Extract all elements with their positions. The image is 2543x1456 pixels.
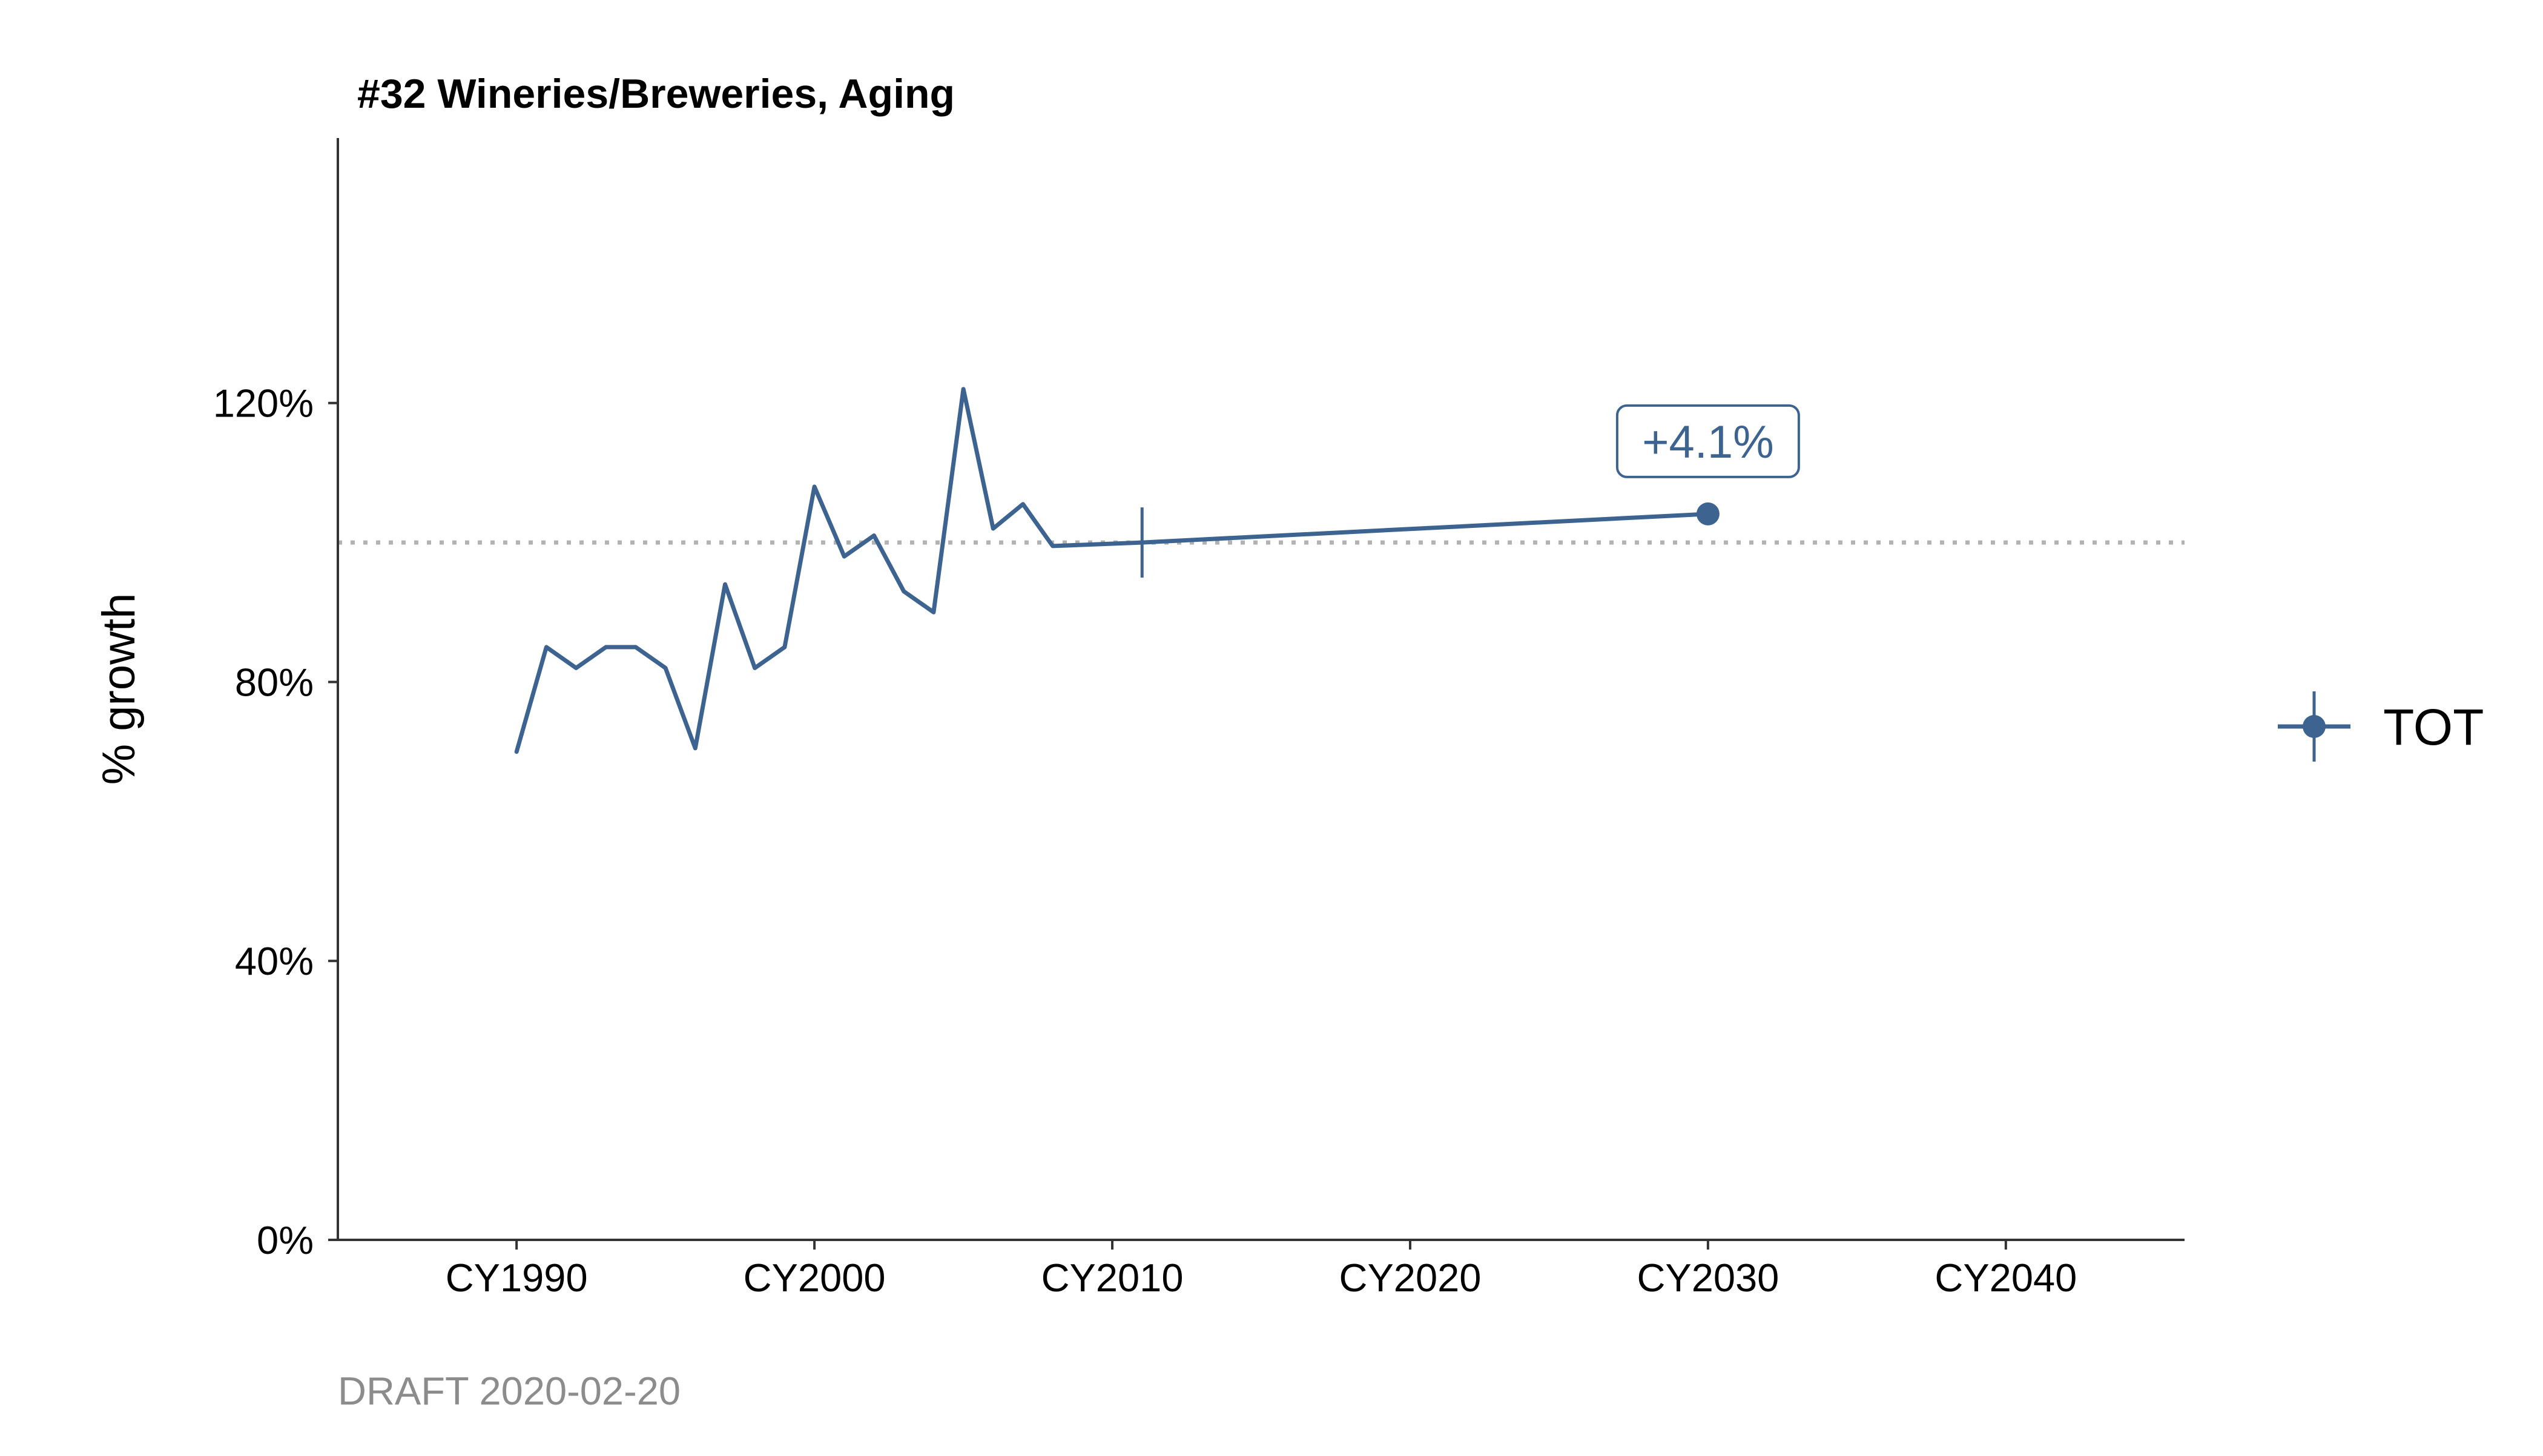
y-axis-ticks: 0% 40% 80% 120% [213,381,338,1262]
legend-marker [2303,715,2326,738]
plot-area: +4.1% [338,387,2185,754]
x-tick-label: CY2000 [744,1256,886,1300]
y-tick-label: 40% [235,939,314,983]
endpoint-dot [1696,502,1720,525]
x-tick-label: CY2030 [1637,1256,1779,1300]
x-tick-label: CY2040 [1934,1256,2077,1300]
series-line-tot [514,387,1710,754]
x-tick-label: CY2020 [1339,1256,1482,1300]
legend-label-tot: TOT [2383,699,2484,756]
chart-title: #32 Wineries/Breweries, Aging [357,71,955,117]
x-axis-ticks: CY1990 CY2000 CY2010 CY2020 CY2030 CY2040 [446,1240,2077,1300]
x-tick-label: CY2010 [1041,1256,1184,1300]
draft-caption: DRAFT 2020-02-20 [338,1369,681,1413]
y-tick-label: 120% [213,381,314,426]
x-tick-label: CY1990 [446,1256,588,1300]
y-tick-label: 0% [257,1218,314,1262]
annotation-label: +4.1% [1642,417,1774,468]
y-tick-label: 80% [235,660,314,704]
legend: TOT [2278,691,2484,762]
y-axis-title: % growth [93,593,145,785]
annotation-box [1615,404,1800,478]
